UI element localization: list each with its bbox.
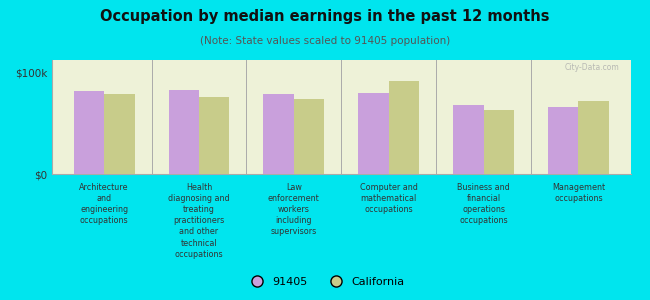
Text: Management
occupations: Management occupations [552,183,605,203]
Text: (Note: State values scaled to 91405 population): (Note: State values scaled to 91405 popu… [200,36,450,46]
Text: Computer and
mathematical
occupations: Computer and mathematical occupations [359,183,417,214]
Text: Health
diagnosing and
treating
practitioners
and other
technical
occupations: Health diagnosing and treating practitio… [168,183,230,259]
Bar [358,93,389,174]
Bar [294,99,324,174]
Bar [548,107,578,174]
Bar [263,94,294,174]
Text: Law
enforcement
workers
including
supervisors: Law enforcement workers including superv… [268,183,320,236]
Bar [453,105,484,174]
Text: City-Data.com: City-Data.com [564,63,619,72]
Bar [74,91,104,174]
Text: Business and
financial
operations
occupations: Business and financial operations occupa… [457,183,510,225]
Bar [484,110,514,174]
Bar [389,81,419,174]
Bar [199,97,229,174]
Bar [578,101,608,174]
Legend: 91405, California: 91405, California [241,273,409,291]
Bar [168,89,199,174]
Bar [104,94,135,174]
Text: Architecture
and
engineering
occupations: Architecture and engineering occupations [79,183,129,225]
Text: Occupation by median earnings in the past 12 months: Occupation by median earnings in the pas… [100,9,550,24]
